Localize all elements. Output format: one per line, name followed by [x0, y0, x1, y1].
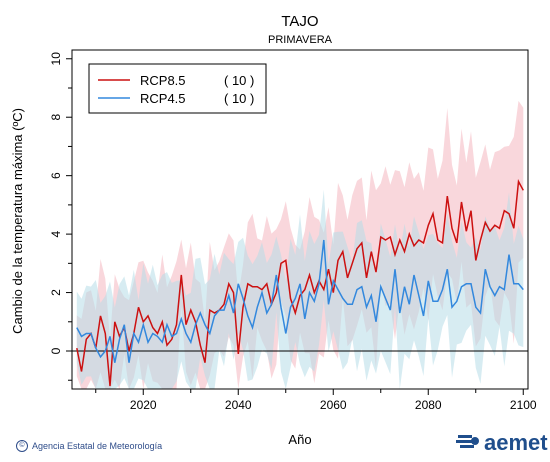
- legend-label-rcp45: RCP4.5: [140, 91, 186, 106]
- agency-name: Agencia Estatal de Meteorología: [32, 441, 163, 451]
- x-axis: 2020 2040 2060 2080 2100: [95, 389, 537, 412]
- series-line-rcp85: [76, 179, 524, 387]
- plot-frame: [71, 49, 529, 390]
- series-lines: [76, 179, 524, 387]
- y-tick-label: 4: [49, 230, 63, 237]
- x-tick-label: 2020: [130, 398, 157, 412]
- legend-label-rcp85: RCP8.5: [140, 73, 186, 88]
- legend-count-rcp85: ( 10 ): [224, 73, 254, 88]
- x-tick-label: 2080: [415, 398, 442, 412]
- agency-credit: © Agencia Estatal de Meteorología: [16, 440, 162, 452]
- aemet-logo-icon: [456, 435, 479, 448]
- y-tick-label: 10: [49, 52, 63, 66]
- legend: RCP8.5 ( 10 ) RCP4.5 ( 10 ): [88, 63, 267, 114]
- aemet-logo-text: aemet: [484, 430, 548, 455]
- copyright-icon: ©: [16, 440, 28, 452]
- y-axis: 0 2 4 6 8 10: [49, 52, 72, 381]
- y-axis-label: Cambio de la temperatura máxima (ºC): [10, 108, 25, 334]
- y-tick-label: 6: [49, 172, 63, 179]
- x-tick-label: 2100: [510, 398, 537, 412]
- chart-title: TAJO: [281, 13, 318, 30]
- x-axis-label: Año: [288, 432, 311, 447]
- y-tick-label: 0: [49, 347, 63, 354]
- legend-count-rcp45: ( 10 ): [224, 91, 254, 106]
- chart-subtitle: PRIMAVERA: [268, 34, 333, 46]
- y-tick-label: 8: [49, 114, 63, 121]
- y-tick-label: 2: [49, 289, 63, 296]
- confidence-bands: [76, 100, 524, 390]
- aemet-logo: aemet: [456, 430, 548, 456]
- legend-box: [88, 63, 267, 114]
- x-tick-label: 2060: [320, 398, 347, 412]
- x-tick-label: 2040: [225, 398, 252, 412]
- series-line-rcp45: [76, 239, 524, 363]
